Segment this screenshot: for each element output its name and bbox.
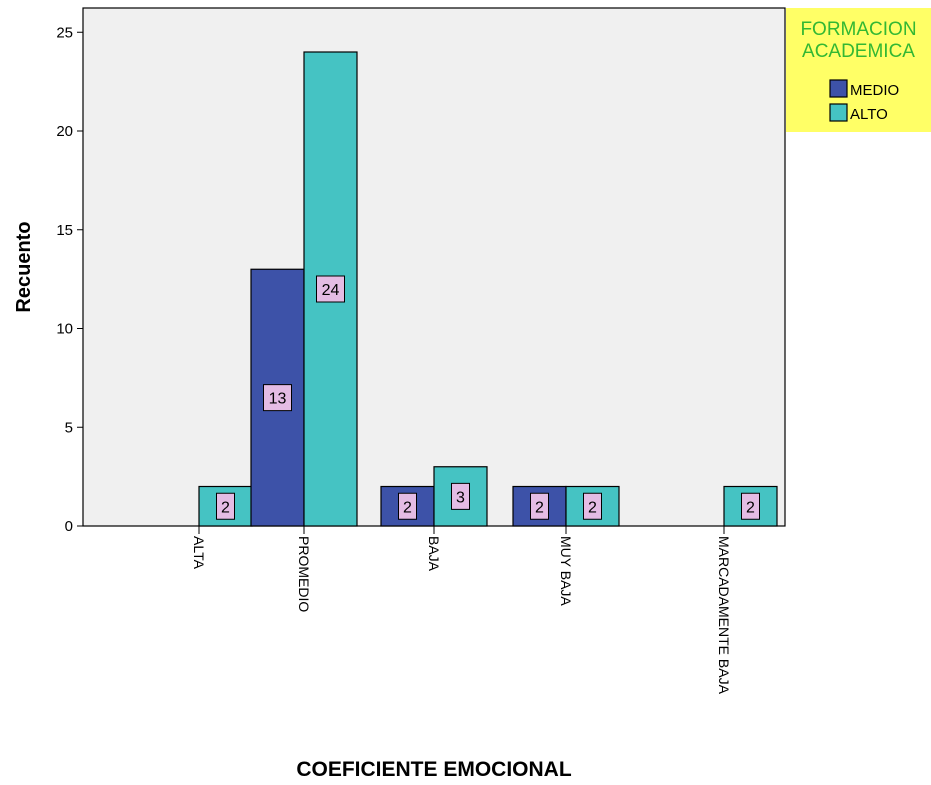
legend-label: MEDIO bbox=[850, 82, 899, 99]
data-label: 2 bbox=[221, 499, 230, 516]
y-axis-title: Recuento bbox=[13, 221, 35, 312]
legend-swatch bbox=[829, 103, 848, 122]
y-tick-label: 20 bbox=[56, 123, 73, 140]
x-axis-title: COEFICIENTE EMOCIONAL bbox=[296, 758, 572, 780]
data-label: 2 bbox=[746, 499, 755, 516]
y-tick-label: 25 bbox=[56, 24, 73, 41]
data-label-box bbox=[741, 492, 760, 520]
plot-area bbox=[82, 7, 786, 527]
legend-title: ACADEMICA bbox=[802, 41, 915, 62]
x-tick-label: BAJA bbox=[426, 536, 442, 572]
data-label-box bbox=[398, 492, 417, 520]
y-tick-label: 10 bbox=[56, 321, 73, 338]
data-label-box bbox=[530, 492, 549, 520]
data-label-box bbox=[316, 275, 345, 303]
y-tick-label: 5 bbox=[65, 419, 73, 436]
data-label: 13 bbox=[269, 391, 287, 408]
legend-swatch bbox=[829, 79, 848, 98]
data-label-box bbox=[263, 384, 292, 412]
y-tick-label: 0 bbox=[65, 518, 73, 535]
data-label-box bbox=[216, 492, 235, 520]
y-tick-label: 15 bbox=[56, 222, 73, 239]
legend-label: ALTO bbox=[850, 106, 888, 123]
data-label: 2 bbox=[403, 499, 412, 516]
data-label-box bbox=[583, 492, 602, 520]
x-tick-label: MUY BAJA bbox=[558, 536, 574, 606]
x-tick-label: MARCADAMENTE BAJA bbox=[716, 536, 732, 695]
data-label: 2 bbox=[535, 499, 544, 516]
data-label: 2 bbox=[588, 499, 597, 516]
x-tick-label: PROMEDIO bbox=[296, 536, 312, 612]
legend-box bbox=[786, 8, 931, 132]
x-tick-label: ALTA bbox=[191, 536, 207, 570]
legend-title: FORMACION bbox=[800, 19, 916, 40]
data-label-box bbox=[451, 482, 470, 510]
data-label: 3 bbox=[456, 489, 465, 506]
data-label: 24 bbox=[322, 282, 340, 299]
